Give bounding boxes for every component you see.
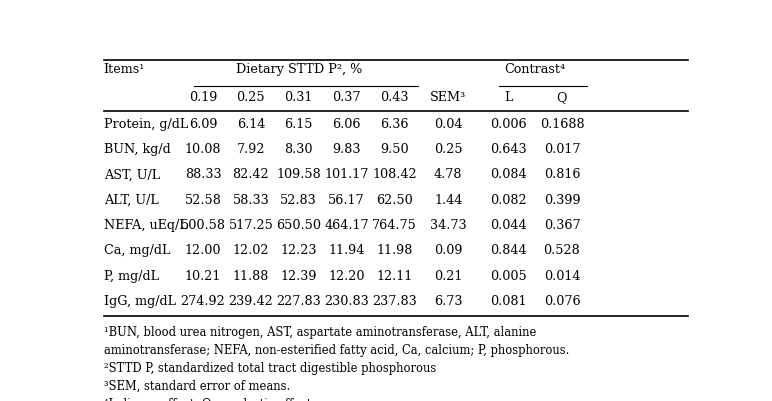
Text: 0.09: 0.09 xyxy=(434,244,462,257)
Text: Protein, g/dL: Protein, g/dL xyxy=(103,117,188,130)
Text: 12.02: 12.02 xyxy=(232,244,269,257)
Text: 58.33: 58.33 xyxy=(232,193,269,206)
Text: 0.528: 0.528 xyxy=(543,244,581,257)
Text: 239.42: 239.42 xyxy=(229,294,273,308)
Text: 0.1688: 0.1688 xyxy=(540,117,584,130)
Text: 0.816: 0.816 xyxy=(543,168,581,181)
Text: 6.73: 6.73 xyxy=(434,294,462,308)
Text: 109.58: 109.58 xyxy=(276,168,321,181)
Text: 11.98: 11.98 xyxy=(376,244,413,257)
Text: ⁴L, linear effect; Q, quadratic effect: ⁴L, linear effect; Q, quadratic effect xyxy=(103,397,311,401)
Text: 464.17: 464.17 xyxy=(324,219,369,231)
Text: 108.42: 108.42 xyxy=(372,168,417,181)
Text: L: L xyxy=(504,91,513,104)
Text: Items¹: Items¹ xyxy=(103,63,145,76)
Text: 0.044: 0.044 xyxy=(489,219,527,231)
Text: P, mg/dL: P, mg/dL xyxy=(103,269,159,282)
Text: 62.50: 62.50 xyxy=(376,193,413,206)
Text: 650.50: 650.50 xyxy=(276,219,321,231)
Text: 52.83: 52.83 xyxy=(280,193,317,206)
Text: Contrast⁴: Contrast⁴ xyxy=(504,63,566,76)
Text: Q: Q xyxy=(557,91,567,104)
Text: 237.83: 237.83 xyxy=(372,294,417,308)
Text: 0.19: 0.19 xyxy=(189,91,217,104)
Text: 12.23: 12.23 xyxy=(280,244,317,257)
Text: 0.005: 0.005 xyxy=(489,269,527,282)
Text: 6.15: 6.15 xyxy=(284,117,313,130)
Text: 6.09: 6.09 xyxy=(188,117,217,130)
Text: ALT, U/L: ALT, U/L xyxy=(103,193,158,206)
Text: ¹BUN, blood urea nitrogen, AST, aspartate aminotransferase, ALT, alanine: ¹BUN, blood urea nitrogen, AST, aspartat… xyxy=(103,325,536,338)
Text: Dietary STTD P², %: Dietary STTD P², % xyxy=(235,63,362,76)
Text: 8.30: 8.30 xyxy=(284,143,313,156)
Text: IgG, mg/dL: IgG, mg/dL xyxy=(103,294,176,308)
Text: 0.844: 0.844 xyxy=(489,244,527,257)
Text: 0.43: 0.43 xyxy=(380,91,408,104)
Text: 0.643: 0.643 xyxy=(489,143,527,156)
Text: 0.37: 0.37 xyxy=(332,91,361,104)
Text: 9.83: 9.83 xyxy=(332,143,361,156)
Text: 56.17: 56.17 xyxy=(328,193,365,206)
Text: 6.06: 6.06 xyxy=(332,117,361,130)
Text: 0.31: 0.31 xyxy=(285,91,313,104)
Text: 82.42: 82.42 xyxy=(232,168,269,181)
Text: 0.006: 0.006 xyxy=(489,117,527,130)
Text: Ca, mg/dL: Ca, mg/dL xyxy=(103,244,170,257)
Text: 0.084: 0.084 xyxy=(489,168,527,181)
Text: 11.88: 11.88 xyxy=(232,269,269,282)
Text: 12.00: 12.00 xyxy=(185,244,222,257)
Text: 764.75: 764.75 xyxy=(372,219,417,231)
Text: 6.36: 6.36 xyxy=(380,117,408,130)
Text: 101.17: 101.17 xyxy=(324,168,369,181)
Text: 10.21: 10.21 xyxy=(185,269,222,282)
Text: ²STTD P, standardized total tract digestible phosphorous: ²STTD P, standardized total tract digest… xyxy=(103,361,436,374)
Text: 274.92: 274.92 xyxy=(181,294,225,308)
Text: NEFA, uEq/L: NEFA, uEq/L xyxy=(103,219,188,231)
Text: 9.50: 9.50 xyxy=(380,143,408,156)
Text: 12.11: 12.11 xyxy=(376,269,412,282)
Text: 52.58: 52.58 xyxy=(185,193,222,206)
Text: 4.78: 4.78 xyxy=(434,168,462,181)
Text: 0.04: 0.04 xyxy=(434,117,462,130)
Text: 0.014: 0.014 xyxy=(543,269,581,282)
Text: 0.25: 0.25 xyxy=(434,143,462,156)
Text: 0.082: 0.082 xyxy=(489,193,527,206)
Text: 0.076: 0.076 xyxy=(543,294,581,308)
Text: 1.44: 1.44 xyxy=(434,193,462,206)
Text: 500.58: 500.58 xyxy=(181,219,225,231)
Text: 230.83: 230.83 xyxy=(324,294,369,308)
Text: BUN, kg/d: BUN, kg/d xyxy=(103,143,171,156)
Text: 12.20: 12.20 xyxy=(328,269,365,282)
Text: 11.94: 11.94 xyxy=(328,244,365,257)
Text: 7.92: 7.92 xyxy=(236,143,265,156)
Text: 12.39: 12.39 xyxy=(280,269,317,282)
Text: 0.25: 0.25 xyxy=(236,91,265,104)
Text: SEM³: SEM³ xyxy=(430,91,466,104)
Text: 517.25: 517.25 xyxy=(229,219,273,231)
Text: ³SEM, standard error of means.: ³SEM, standard error of means. xyxy=(103,379,290,392)
Text: 0.399: 0.399 xyxy=(543,193,581,206)
Text: 34.73: 34.73 xyxy=(430,219,466,231)
Text: 0.081: 0.081 xyxy=(490,294,527,308)
Text: 10.08: 10.08 xyxy=(185,143,222,156)
Text: 6.14: 6.14 xyxy=(237,117,265,130)
Text: 0.017: 0.017 xyxy=(543,143,581,156)
Text: 0.21: 0.21 xyxy=(434,269,462,282)
Text: 227.83: 227.83 xyxy=(276,294,321,308)
Text: 0.367: 0.367 xyxy=(543,219,581,231)
Text: AST, U/L: AST, U/L xyxy=(103,168,160,181)
Text: 88.33: 88.33 xyxy=(185,168,222,181)
Text: aminotransferase; NEFA, non-esterified fatty acid, Ca, calcium; P, phosphorous.: aminotransferase; NEFA, non-esterified f… xyxy=(103,343,569,356)
